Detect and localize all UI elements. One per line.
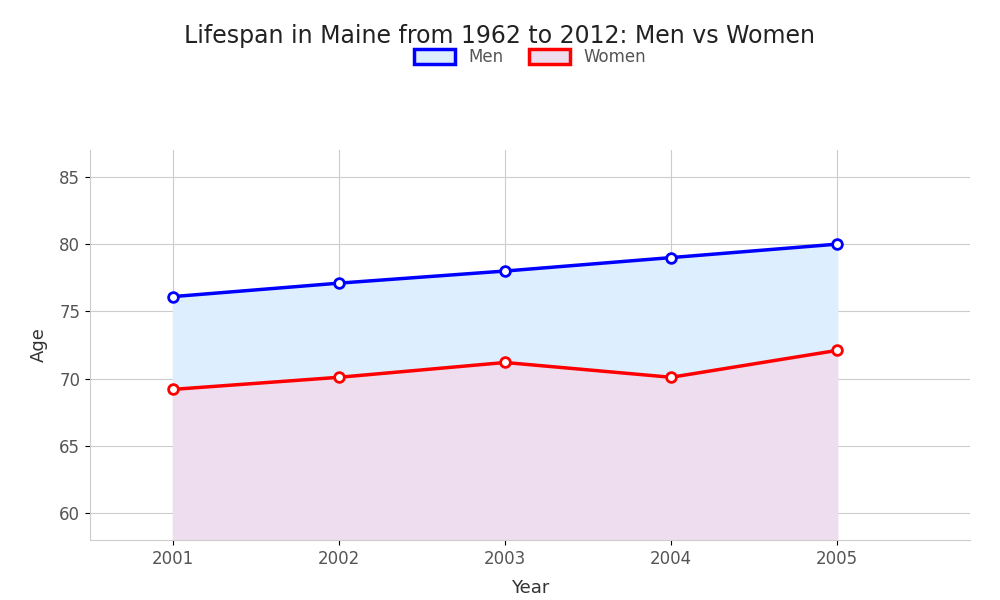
Y-axis label: Age: Age <box>30 328 48 362</box>
Text: Lifespan in Maine from 1962 to 2012: Men vs Women: Lifespan in Maine from 1962 to 2012: Men… <box>184 24 816 48</box>
X-axis label: Year: Year <box>511 579 549 597</box>
Legend: Men, Women: Men, Women <box>407 41 653 73</box>
